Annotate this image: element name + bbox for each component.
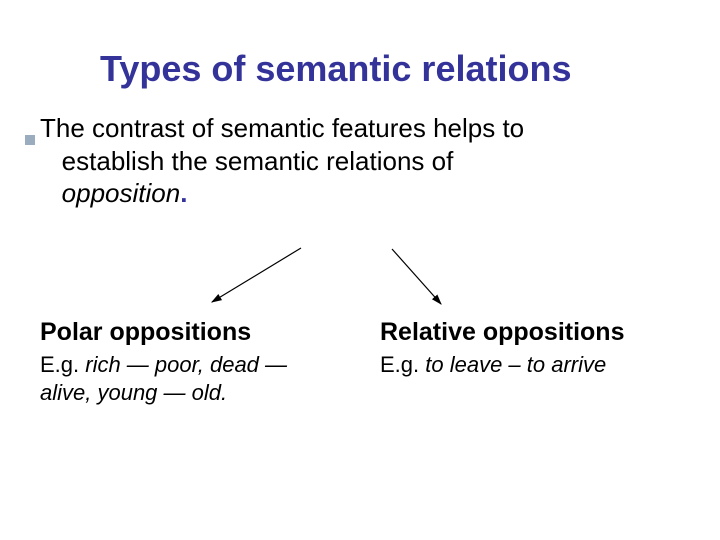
left-heading: Polar oppositions bbox=[40, 318, 340, 347]
intro-paragraph: The contrast of semantic features helps … bbox=[40, 112, 680, 210]
columns: Polar oppositions E.g. rich — poor, dead… bbox=[40, 318, 680, 406]
arrow-left bbox=[212, 248, 301, 302]
intro-line2: establish the semantic relations of bbox=[62, 146, 454, 176]
intro-opposition: opposition bbox=[62, 178, 181, 208]
right-heading: Relative oppositions bbox=[380, 318, 680, 347]
left-column: Polar oppositions E.g. rich — poor, dead… bbox=[40, 318, 340, 406]
left-example: E.g. rich — poor, dead — alive, young — … bbox=[40, 351, 340, 406]
intro-line1: The contrast of semantic features helps … bbox=[40, 113, 524, 143]
slide: Types of semantic relations The contrast… bbox=[0, 0, 720, 540]
bullet-marker bbox=[25, 135, 35, 145]
right-eg-body: to leave – to arrive bbox=[425, 352, 606, 377]
intro-period: . bbox=[180, 178, 187, 208]
right-column: Relative oppositions E.g. to leave – to … bbox=[380, 318, 680, 406]
right-eg-label: E.g. bbox=[380, 352, 425, 377]
right-example: E.g. to leave – to arrive bbox=[380, 351, 680, 379]
arrow-right bbox=[392, 249, 441, 304]
slide-title: Types of semantic relations bbox=[100, 48, 680, 90]
left-eg-label: E.g. bbox=[40, 352, 85, 377]
